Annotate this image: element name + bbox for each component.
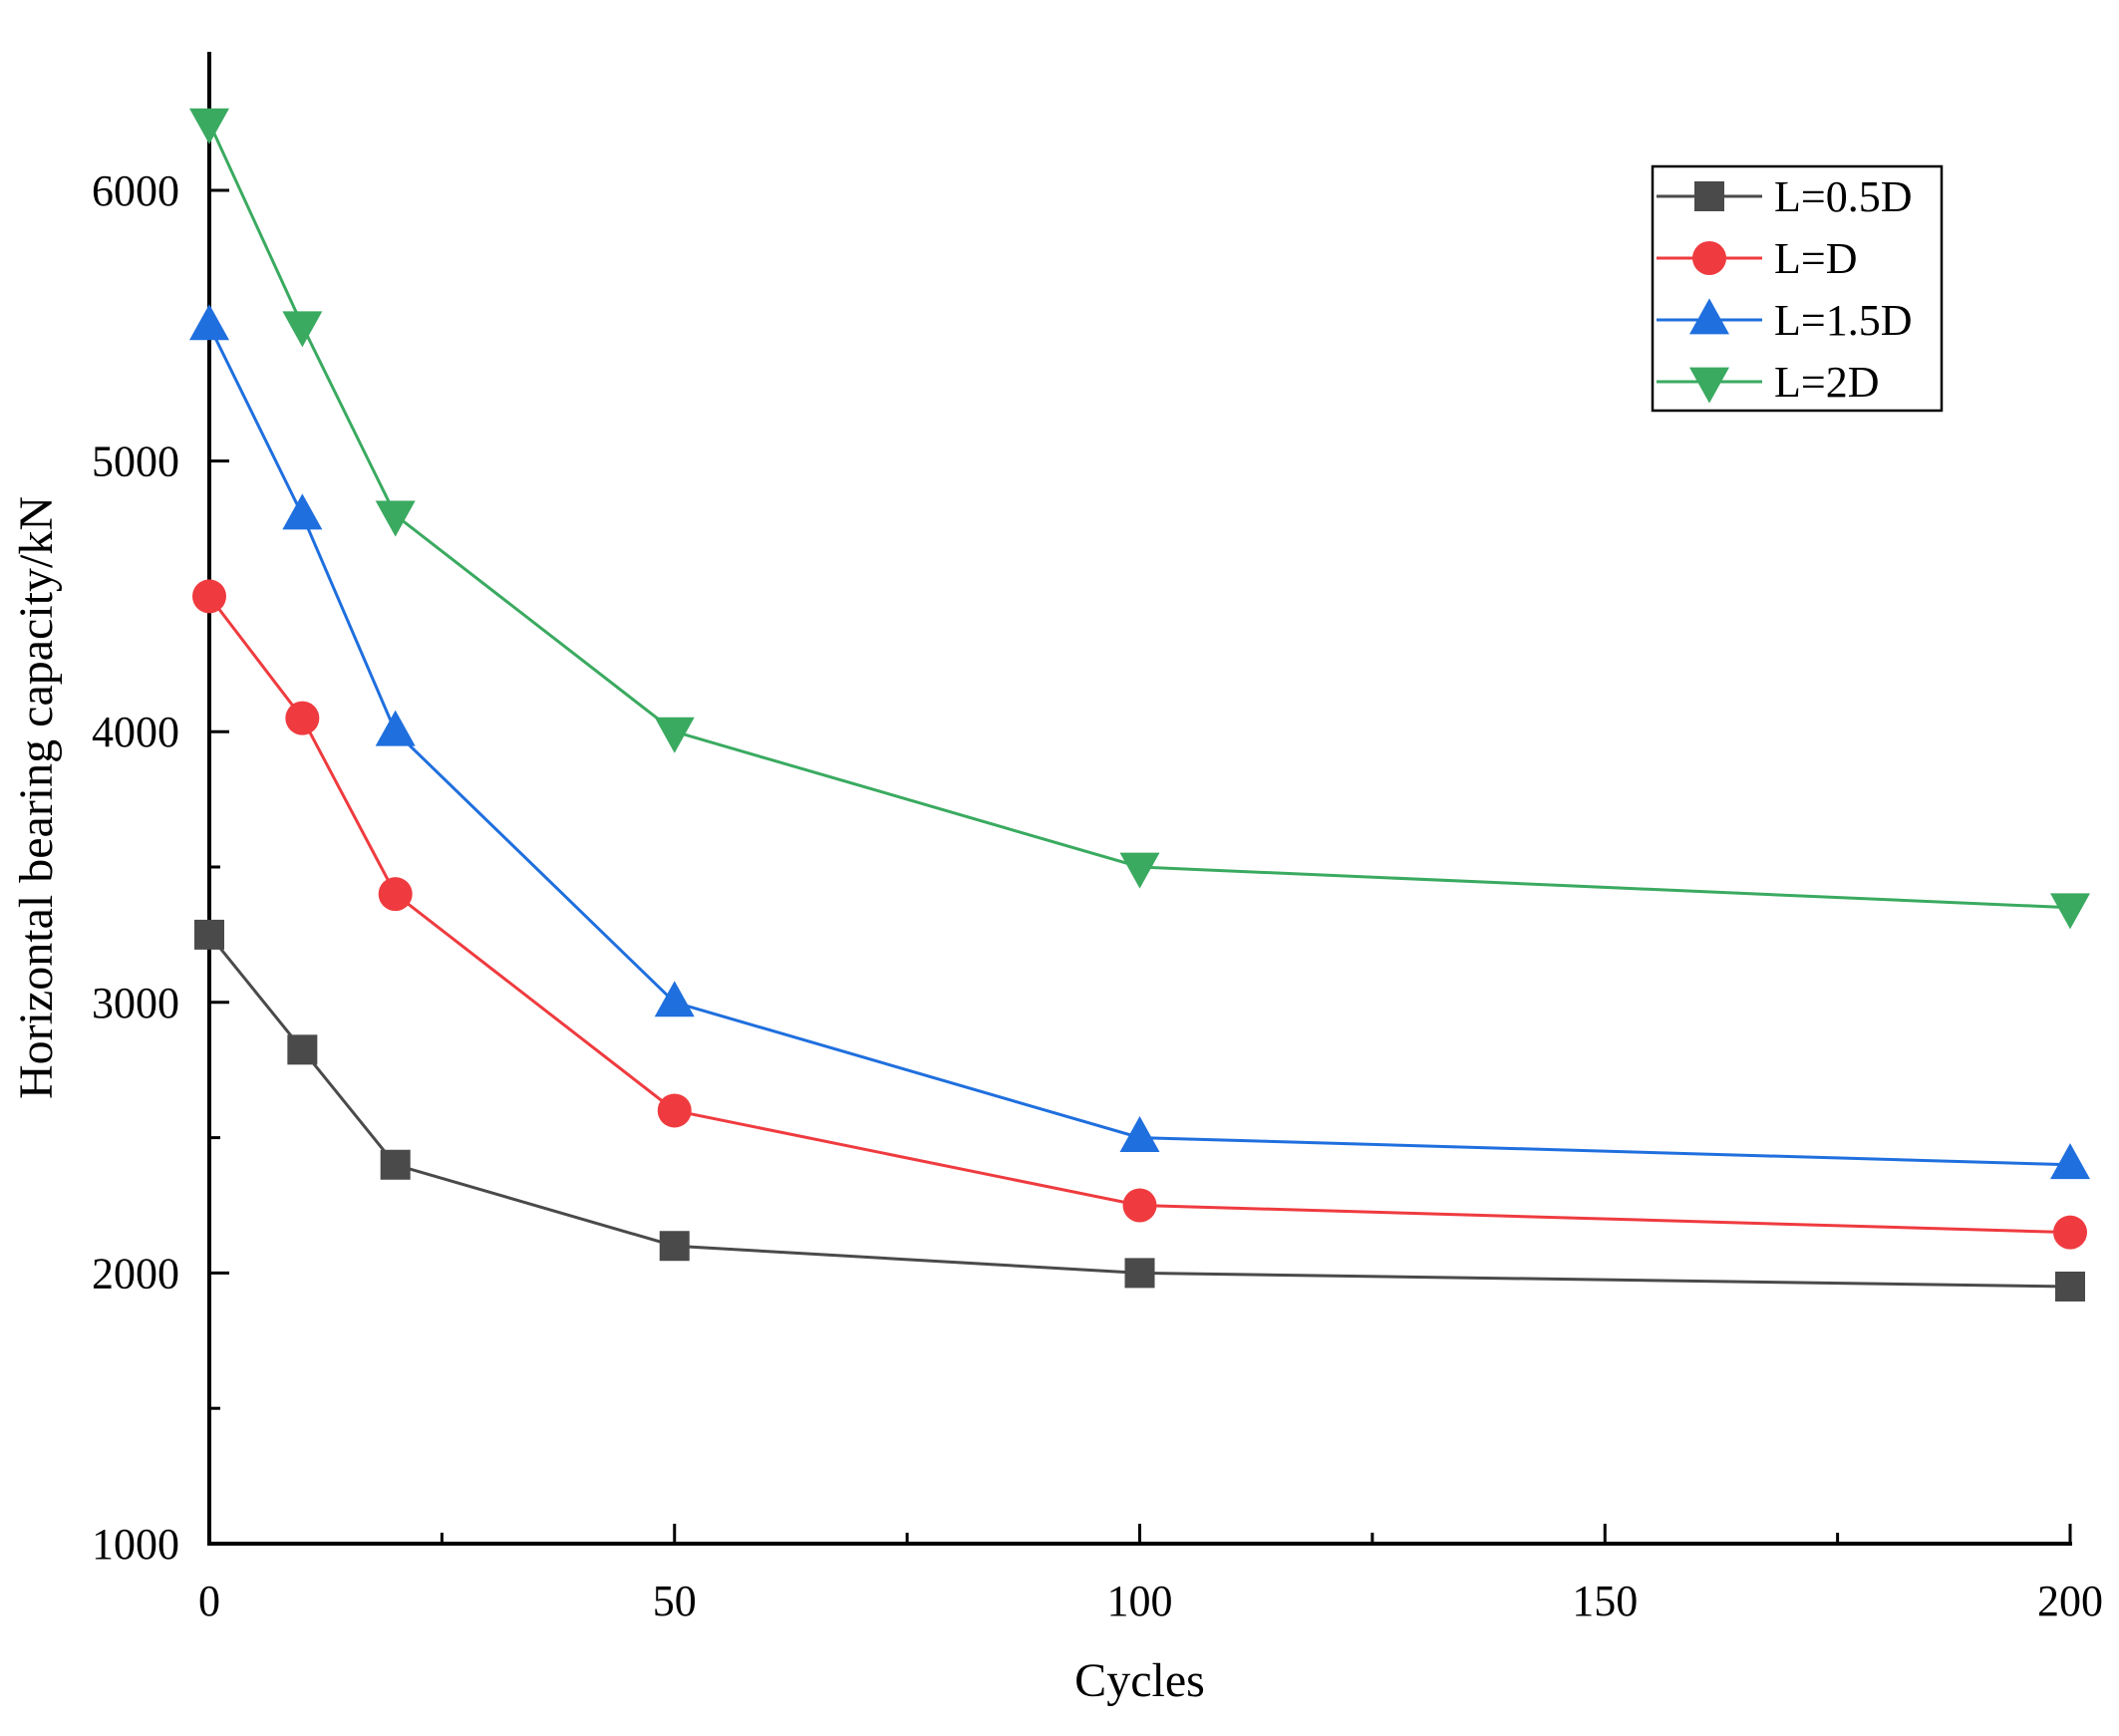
data-point: [2050, 1143, 2090, 1180]
data-point: [287, 1034, 318, 1065]
y-tick-label: 4000: [92, 708, 179, 756]
y-tick-label: 5000: [92, 437, 179, 486]
data-point: [1119, 852, 1160, 889]
x-tick-label: 0: [198, 1577, 220, 1625]
data-point: [654, 981, 695, 1017]
data-point: [375, 500, 416, 537]
y-axis-title: Horizontal bearing capacity/kN: [10, 496, 63, 1099]
data-point: [378, 877, 413, 912]
data-point: [189, 108, 229, 145]
data-point: [380, 1149, 411, 1180]
y-tick-label: 6000: [92, 166, 179, 215]
legend-marker: [1692, 241, 1726, 275]
x-axis-title: Cycles: [1074, 1654, 1205, 1707]
legend-label: L=D: [1774, 234, 1857, 283]
series-line: [207, 595, 2071, 1235]
series-L=2D: [189, 108, 2090, 930]
y-tick-label: 1000: [92, 1520, 179, 1569]
data-point: [375, 710, 416, 746]
series-L=D: [192, 579, 2087, 1250]
legend-label: L=2D: [1774, 358, 1879, 407]
data-point: [194, 919, 224, 950]
series-line: [207, 325, 2071, 1167]
x-tick-label: 100: [1107, 1577, 1173, 1625]
legend-label: L=0.5D: [1774, 172, 1912, 221]
data-series: [189, 108, 2090, 1302]
legend-label: L=1.5D: [1774, 296, 1912, 345]
legend-marker: [1689, 298, 1729, 335]
data-point: [657, 1093, 692, 1128]
data-point: [192, 579, 226, 614]
legend-marker: [1694, 181, 1724, 211]
series-line: [207, 933, 2071, 1289]
legend: L=0.5D L=D L=1.5D L=2D: [1651, 164, 1944, 413]
series-L=0.5D: [194, 919, 2085, 1302]
data-point: [189, 304, 229, 341]
data-point: [282, 311, 323, 348]
axes: 0 50 100 150 200 1000 2000 3000 4000 5000 6000 Cycl…: [10, 52, 2103, 1707]
data-point: [2053, 1215, 2087, 1250]
data-point: [1122, 1188, 1157, 1223]
data-point: [1124, 1258, 1155, 1289]
x-tick-label: 200: [2037, 1577, 2103, 1625]
series-L=1.5D: [189, 304, 2090, 1180]
data-point: [282, 493, 323, 530]
y-tick-label: 2000: [92, 1249, 179, 1298]
data-point: [2050, 893, 2090, 930]
x-tick-label: 150: [1572, 1577, 1638, 1625]
series-line: [207, 122, 2071, 910]
data-point: [654, 717, 695, 753]
y-tick-label: 3000: [92, 979, 179, 1027]
data-point: [285, 701, 320, 735]
data-point: [2055, 1271, 2085, 1302]
data-point: [659, 1231, 690, 1262]
legend-marker: [1689, 367, 1729, 404]
data-point: [1119, 1116, 1160, 1152]
x-tick-label: 50: [653, 1577, 697, 1625]
